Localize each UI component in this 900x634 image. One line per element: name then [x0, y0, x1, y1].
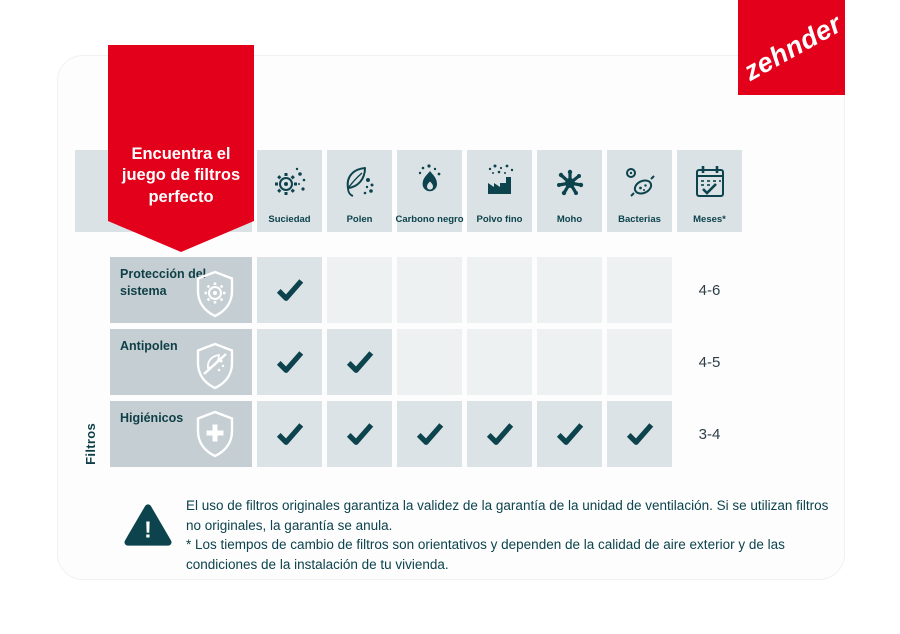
dirt-icon: [270, 150, 310, 214]
column-label: Moho: [556, 214, 583, 225]
matrix-cell: [467, 257, 532, 323]
matrix-cell: [467, 401, 532, 467]
row-label-proteccion-sistema: Protección del sistema: [110, 257, 252, 323]
months-value: 4-5: [698, 353, 721, 371]
warranty-note: El uso de filtros originales garantiza l…: [186, 498, 829, 533]
checkmark-icon: [556, 423, 583, 445]
matrix-cell: [607, 329, 672, 395]
months-value: 3-4: [698, 425, 721, 443]
zehnder-logo: zehnder: [738, 0, 845, 95]
column-label: Suciedad: [268, 214, 311, 225]
checkmark-icon: [416, 423, 443, 445]
matrix-cell: [537, 401, 602, 467]
matrix-cell: [537, 257, 602, 323]
row-label-text: Protección del sistema: [120, 267, 207, 298]
column-label: Bacterias: [618, 214, 661, 225]
bacteria-icon: [620, 150, 660, 214]
checkmark-icon: [626, 423, 653, 445]
footnote-block: El uso de filtros originales garantiza l…: [186, 496, 836, 574]
matrix-cell: [537, 329, 602, 395]
row-label-text: Higiénicos: [120, 411, 184, 425]
column-header-meses: Meses*: [677, 150, 742, 232]
filtros-side-strip: Filtros: [75, 257, 105, 467]
column-label: Meses*: [693, 214, 726, 225]
column-header-polvo-fino: Polvo fino: [467, 150, 532, 232]
checkmark-icon: [276, 423, 303, 445]
checkmark-icon: [276, 279, 303, 301]
fine-dust-icon: [480, 150, 520, 214]
shield-plus-icon: [196, 410, 234, 458]
warning-exclamation: !: [144, 516, 152, 542]
ribbon-title: Encuentra el juego de filtros perfecto: [121, 144, 241, 206]
mold-icon: [550, 150, 590, 214]
column-header-carbono-negro: Carbono negro: [395, 150, 464, 232]
checkmark-icon: [346, 351, 373, 373]
column-header-bacterias: Bacterias: [607, 150, 672, 232]
column-label: Polvo fino: [476, 214, 523, 225]
matrix-cell: [257, 257, 322, 323]
row-label-text: Antipolen: [120, 339, 178, 353]
matrix-cell: [327, 257, 392, 323]
filtros-side-label: Filtros: [82, 423, 98, 465]
row-label-antipolen: Antipolen: [110, 329, 252, 395]
checkmark-icon: [486, 423, 513, 445]
pollen-icon: [340, 150, 380, 214]
column-header-suciedad: Suciedad: [257, 150, 322, 232]
matrix-cell: [607, 257, 672, 323]
black-carbon-icon: [410, 150, 450, 214]
calendar-icon: [690, 150, 730, 214]
matrix-cell: [397, 401, 462, 467]
column-header-moho: Moho: [537, 150, 602, 232]
matrix-cell: [327, 329, 392, 395]
matrix-cell: [327, 401, 392, 467]
column-label: Carbono negro: [395, 214, 464, 225]
row-label-higienicos: Higiénicos: [110, 401, 252, 467]
shield-gear-icon: [196, 270, 234, 318]
matrix-cell: [257, 401, 322, 467]
matrix-cell: [467, 329, 532, 395]
zehnder-logo-text: zehnder: [738, 8, 845, 87]
checkmark-icon: [276, 351, 303, 373]
shield-antipollen-icon: [196, 342, 234, 390]
column-label: Polen: [346, 214, 373, 225]
column-header-polen: Polen: [327, 150, 392, 232]
matrix-cell: [397, 329, 462, 395]
asterisk-note: * Los tiempos de cambio de filtros son o…: [186, 537, 785, 572]
checkmark-icon: [346, 423, 373, 445]
matrix-cell: [397, 257, 462, 323]
promo-ribbon: Encuentra el juego de filtros perfecto: [108, 45, 254, 252]
filter-table-body: Filtros Protección del sistema: [75, 257, 742, 467]
matrix-cell: [607, 401, 672, 467]
matrix-cell: [257, 329, 322, 395]
warning-triangle-icon: !: [124, 502, 172, 550]
months-value: 4-6: [698, 281, 721, 299]
